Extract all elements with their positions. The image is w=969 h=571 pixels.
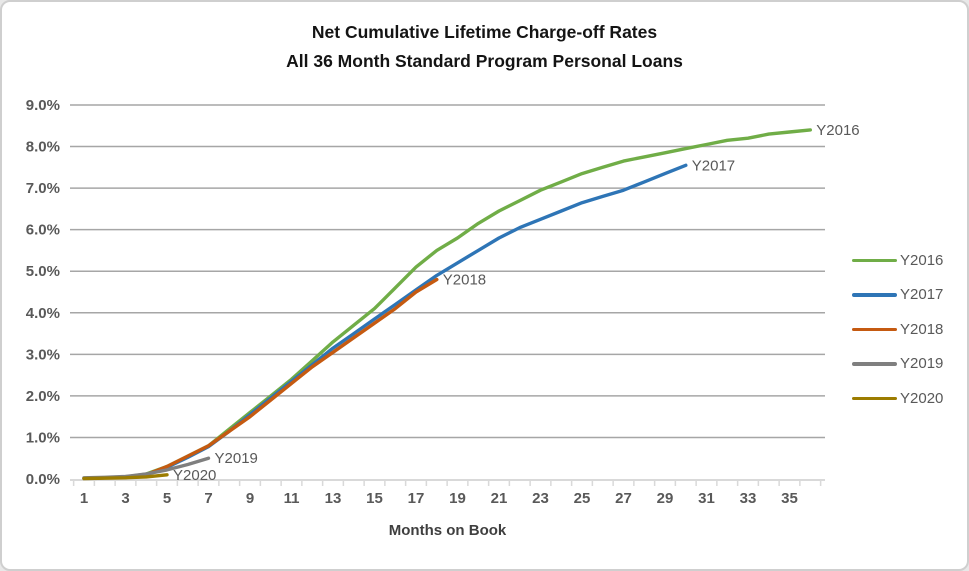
y-tick-label: 1.0% bbox=[26, 429, 60, 446]
legend-label: Y2020 bbox=[900, 389, 944, 407]
y-tick-label: 0.0% bbox=[26, 471, 60, 488]
x-tick-label: 17 bbox=[408, 490, 425, 507]
series-end-label-y2018: Y2018 bbox=[443, 272, 486, 289]
y-tick-label: 7.0% bbox=[26, 180, 60, 197]
x-tick-label: 11 bbox=[284, 490, 300, 507]
x-tick-label: 1 bbox=[80, 490, 88, 507]
legend-swatch-icon bbox=[852, 396, 897, 400]
chart-title-line1: Net Cumulative Lifetime Charge-off Rates bbox=[311, 22, 658, 42]
y-tick-label: 9.0% bbox=[26, 97, 60, 114]
x-tick-label: 21 bbox=[491, 490, 508, 507]
x-tick-label: 35 bbox=[781, 490, 798, 507]
x-tick-label: 5 bbox=[163, 490, 171, 507]
legend-swatch-icon bbox=[852, 258, 897, 262]
chart-title-line2: All 36 Month Standard Program Personal L… bbox=[286, 51, 683, 71]
x-tick-label: 25 bbox=[574, 490, 591, 507]
legend-label: Y2018 bbox=[900, 320, 944, 338]
x-tick-label: 15 bbox=[366, 490, 383, 507]
legend-item-y2016: Y2016 bbox=[852, 243, 967, 278]
x-tick-label: 29 bbox=[657, 490, 674, 507]
y-tick-label: 2.0% bbox=[26, 388, 60, 405]
series-line-y2016 bbox=[82, 128, 812, 480]
x-tick-label: 9 bbox=[246, 490, 254, 507]
x-tick-label: 31 bbox=[698, 490, 715, 507]
legend-swatch-icon bbox=[852, 327, 897, 331]
series-end-label-y2020: Y2020 bbox=[173, 467, 216, 484]
legend-swatch-icon bbox=[852, 362, 897, 366]
legend: Y2016 Y2017 Y2018 Y2019 Y2020 bbox=[852, 243, 967, 416]
y-tick-label: 6.0% bbox=[26, 222, 60, 239]
legend-item-y2017: Y2017 bbox=[852, 278, 967, 313]
chart-title: Net Cumulative Lifetime Charge-off Rates… bbox=[2, 18, 967, 76]
legend-item-y2020: Y2020 bbox=[852, 381, 967, 416]
series-line-y2020 bbox=[82, 473, 169, 481]
legend-label: Y2017 bbox=[900, 286, 944, 304]
x-tick-label: 27 bbox=[615, 490, 632, 507]
x-axis-title: Months on Book bbox=[388, 522, 507, 539]
series-end-label-y2019: Y2019 bbox=[215, 450, 258, 467]
x-tick-label: 19 bbox=[449, 490, 466, 507]
y-tick-label: 3.0% bbox=[26, 346, 60, 363]
x-tick-label: 23 bbox=[532, 490, 549, 507]
series-line-y2018 bbox=[82, 277, 439, 480]
x-tick-label: 7 bbox=[204, 490, 212, 507]
legend-label: Y2019 bbox=[900, 355, 944, 373]
y-tick-label: 8.0% bbox=[26, 139, 60, 156]
legend-swatch-icon bbox=[852, 293, 897, 297]
y-tick-label: 5.0% bbox=[26, 263, 60, 280]
legend-item-y2019: Y2019 bbox=[852, 347, 967, 382]
series-line-y2017 bbox=[82, 163, 688, 480]
y-tick-label: 4.0% bbox=[26, 305, 60, 322]
legend-label: Y2016 bbox=[900, 251, 944, 269]
legend-item-y2018: Y2018 bbox=[852, 312, 967, 347]
x-tick-label: 33 bbox=[740, 490, 757, 507]
series-end-label-y2017: Y2017 bbox=[692, 157, 735, 174]
series-end-label-y2016: Y2016 bbox=[816, 122, 859, 139]
x-tick-label: 3 bbox=[121, 490, 129, 507]
x-tick-label: 13 bbox=[325, 490, 342, 507]
